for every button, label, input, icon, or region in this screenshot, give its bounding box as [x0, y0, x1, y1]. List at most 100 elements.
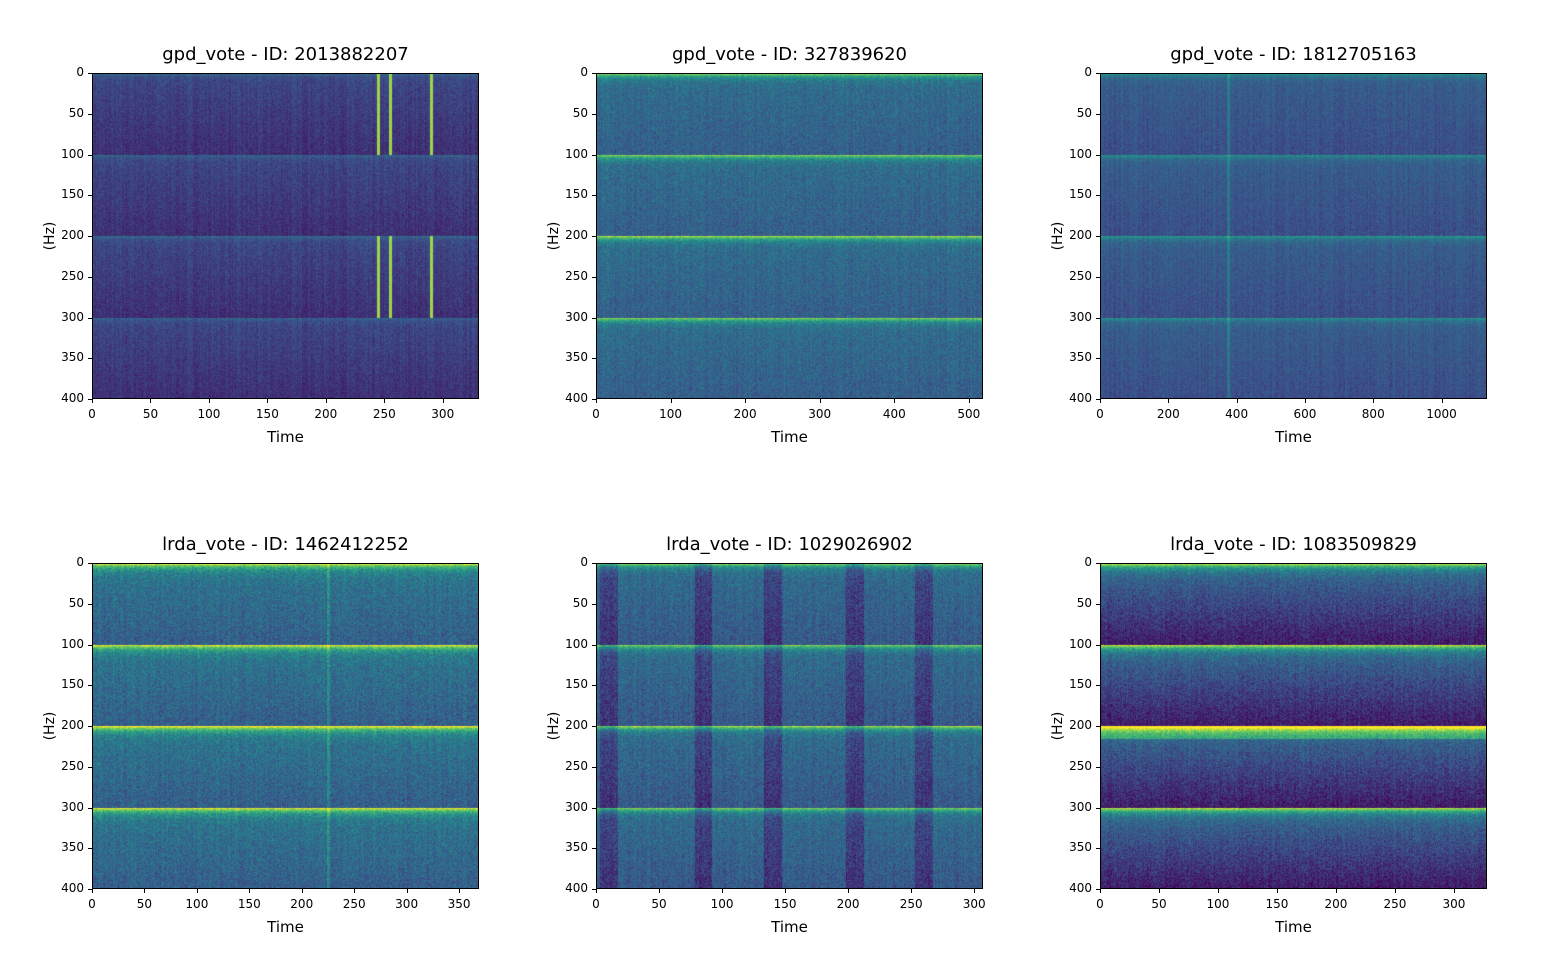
y-tick-label: 300	[565, 799, 588, 814]
y-tick-mark	[592, 766, 596, 768]
y-tick-mark	[592, 358, 596, 360]
y-tick-mark	[592, 113, 596, 115]
y-tick-mark	[1096, 889, 1100, 890]
y-tick-label: 200	[61, 228, 84, 242]
x-tick-label: 300	[395, 897, 419, 911]
x-tick-label: 0	[88, 407, 96, 421]
x-tick-label: 300	[431, 407, 455, 421]
y-tick-mark	[88, 766, 92, 768]
y-tick-label: 250	[565, 758, 588, 773]
y-tick-mark	[88, 399, 92, 400]
x-tick-mark	[1217, 889, 1219, 893]
y-tick-label: 0	[1084, 65, 1092, 79]
x-tick-mark	[785, 889, 787, 893]
y-tick-mark	[1096, 276, 1100, 278]
x-tick-label: 600	[1293, 407, 1317, 421]
spectrogram-image	[92, 73, 479, 399]
spectrogram-panel-3: gpd_vote - ID: 1812705163 Time (Hz) 0 200 400…	[1050, 44, 1487, 446]
x-tick-mark	[670, 399, 672, 403]
chart-title: lrda_vote - ID: 1083509829	[1170, 534, 1417, 555]
chart-title: gpd_vote - ID: 2013882207	[162, 44, 409, 65]
y-tick-mark	[592, 685, 596, 687]
y-tick-mark	[592, 236, 596, 237]
x-tick-mark	[384, 399, 386, 403]
y-tick-label: 350	[61, 350, 84, 365]
y-tick-mark	[592, 726, 596, 727]
x-tick-label: 100	[710, 897, 734, 911]
x-tick-mark	[1394, 889, 1396, 893]
y-tick-mark	[592, 399, 596, 400]
x-tick-mark	[301, 889, 303, 893]
x-tick-mark	[1335, 889, 1337, 893]
x-tick-mark	[459, 889, 461, 893]
x-tick-label: 1000	[1426, 407, 1457, 421]
x-tick-mark	[1276, 889, 1278, 893]
y-tick-mark	[1096, 236, 1100, 237]
y-tick-label: 50	[572, 105, 588, 120]
y-tick-mark	[592, 73, 596, 74]
y-tick-label: 250	[565, 268, 588, 283]
x-tick-mark	[911, 889, 913, 893]
y-tick-label: 0	[580, 65, 588, 79]
x-tick-mark	[354, 889, 356, 893]
y-tick-label: 150	[565, 187, 588, 202]
y-tick-mark	[592, 195, 596, 197]
x-tick-mark	[1304, 399, 1306, 403]
x-tick-label: 50	[136, 897, 153, 911]
x-tick-mark	[1100, 889, 1101, 893]
y-tick-label: 400	[1069, 391, 1092, 405]
y-tick-label: 300	[61, 799, 84, 814]
y-tick-label: 250	[1069, 268, 1092, 283]
x-tick-label: 350	[447, 897, 471, 911]
x-tick-label: 0	[1096, 407, 1104, 421]
y-tick-label: 350	[565, 350, 588, 365]
x-tick-label: 200	[314, 407, 338, 421]
y-tick-mark	[592, 848, 596, 850]
plot-frame	[1100, 563, 1487, 889]
x-axis-label: Time	[1275, 428, 1312, 446]
y-tick-mark	[1096, 848, 1100, 850]
y-tick-label: 400	[61, 881, 84, 895]
x-tick-mark	[596, 399, 597, 403]
y-tick-label: 250	[1069, 758, 1092, 773]
y-tick-mark	[88, 685, 92, 687]
chart-title: gpd_vote - ID: 327839620	[671, 44, 908, 65]
y-tick-label: 200	[1069, 228, 1092, 242]
y-tick-label: 50	[68, 105, 84, 120]
x-tick-label: 250	[899, 897, 923, 911]
spectrogram-image	[596, 73, 983, 399]
x-tick-mark	[92, 889, 93, 893]
y-tick-mark	[88, 807, 92, 809]
x-tick-mark	[267, 399, 269, 403]
x-axis-label: Time	[771, 918, 808, 936]
x-tick-label: 500	[957, 407, 981, 421]
spectrogram-panel-5: lrda_vote - ID: 1029026902 Time (Hz) 0 50 100…	[546, 534, 986, 936]
y-tick-mark	[1096, 603, 1100, 605]
y-tick-label: 250	[61, 758, 84, 773]
x-tick-label: 50	[142, 407, 159, 421]
y-tick-label: 200	[1069, 718, 1092, 732]
y-tick-label: 300	[61, 309, 84, 324]
y-tick-label: 50	[1076, 595, 1092, 610]
y-tick-label: 350	[565, 840, 588, 855]
x-tick-label: 150	[255, 407, 279, 421]
x-tick-label: 100	[659, 407, 683, 421]
x-tick-label: 300	[962, 897, 986, 911]
x-tick-label: 200	[733, 407, 757, 421]
y-tick-mark	[1096, 685, 1100, 687]
y-tick-mark	[88, 358, 92, 360]
y-tick-mark	[88, 317, 92, 319]
y-tick-mark	[88, 644, 92, 646]
y-tick-mark	[88, 195, 92, 197]
y-tick-label: 400	[565, 881, 588, 895]
x-tick-mark	[1236, 399, 1238, 403]
y-tick-label: 150	[61, 677, 84, 692]
x-tick-mark	[249, 889, 251, 893]
x-tick-label: 0	[88, 897, 96, 911]
y-tick-mark	[1096, 195, 1100, 197]
x-tick-label: 300	[1442, 897, 1466, 911]
y-tick-label: 200	[565, 228, 588, 242]
x-tick-label: 200	[1324, 897, 1348, 911]
x-tick-mark	[722, 889, 724, 893]
spectrogram-panel-1: gpd_vote - ID: 2013882207 Time (Hz) 0 50 100 1…	[42, 44, 479, 446]
